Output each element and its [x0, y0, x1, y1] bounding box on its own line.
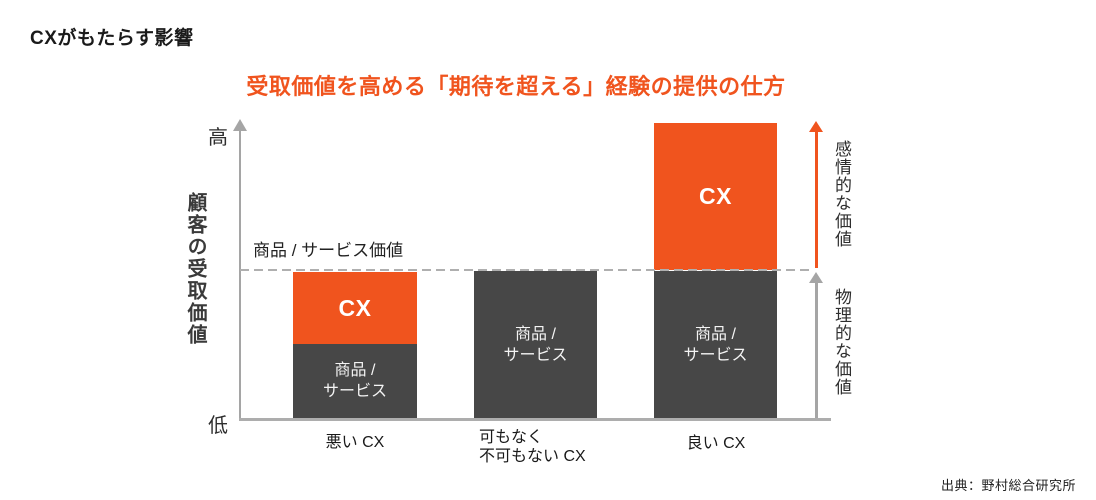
y-axis-low-label: 低	[208, 415, 228, 437]
y-axis-high-label: 高	[208, 127, 228, 149]
page-title: CXがもたらす影響	[30, 28, 194, 49]
physical-value-arrow-line	[815, 283, 818, 418]
bar-good-cx-segment: CX	[654, 123, 777, 270]
physical-value-arrow-up-icon	[809, 272, 823, 283]
emotional-value-label: 感情的な価値	[832, 140, 851, 248]
category-label-good-cx: 良い CX	[686, 435, 746, 452]
x-axis-line	[239, 418, 831, 421]
reference-line-label: 商品 / サービス価値	[253, 241, 404, 260]
y-axis-line	[239, 128, 241, 420]
bar-bad-cx-segment: CX	[293, 272, 417, 344]
bar-bad-product-segment: 商品 / サービス	[293, 344, 417, 418]
bar-bad-cx-segment-label: CX	[338, 294, 372, 321]
emotional-value-arrow-up-icon	[809, 121, 823, 132]
bar-neutral-product-label: 商品 / サービス	[503, 325, 568, 364]
category-label-neutral-cx: 可もなく 不可もない CX	[479, 429, 586, 465]
category-label-bad-cx: 悪い CX	[325, 434, 385, 451]
reference-dashed-line	[240, 269, 813, 271]
bar-good-product-segment: 商品 / サービス	[654, 271, 777, 418]
physical-value-label: 物理的な価値	[832, 288, 851, 396]
bar-neutral-product-segment: 商品 / サービス	[474, 271, 597, 418]
source-credit: 出典：野村総合研究所	[940, 478, 1076, 493]
y-axis-title: 顧客の受取価値	[184, 192, 206, 346]
bar-good-product-label: 商品 / サービス	[683, 325, 748, 364]
chart-title: 受取価値を高める「期待を超える」経験の提供の仕方	[246, 74, 786, 99]
y-axis-arrow-up-icon	[233, 119, 247, 131]
bar-good-cx-segment-label: CX	[699, 183, 732, 209]
bar-bad-product-label: 商品 / サービス	[322, 362, 387, 400]
emotional-value-arrow-line	[815, 131, 818, 268]
